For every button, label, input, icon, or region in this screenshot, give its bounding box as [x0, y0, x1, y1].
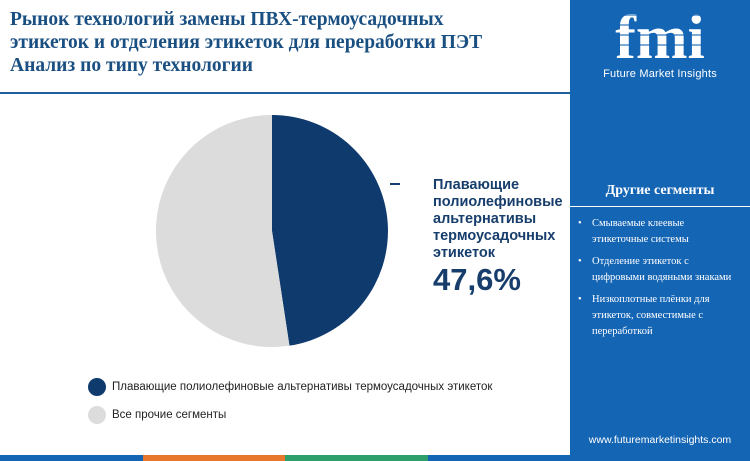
bottom-bar-segment — [142, 455, 285, 461]
callout-label: Плавающие полиолефиновые альтернативы те… — [433, 177, 573, 262]
callout-label-line-2: полиолефиновые — [433, 194, 563, 210]
logo-tagline: Future Market Insights — [603, 68, 717, 80]
sidebar: fmi Future Market Insights Другие сегмен… — [570, 0, 750, 461]
bottom-bar-segment — [0, 455, 143, 461]
sidebar-divider — [570, 206, 750, 207]
callout-label-line-5: этикеток — [433, 245, 495, 261]
page-title: Рынок технологий замены ПВХ-термоусадочн… — [10, 8, 560, 77]
pie-chart — [155, 115, 400, 347]
segment-item: Отделение этикеток с цифровыми водяными … — [578, 254, 743, 286]
legend-label-other: Все прочие сегменты — [112, 409, 227, 421]
pie-slice-other — [155, 115, 290, 347]
callout-value: 47,6% — [433, 262, 521, 297]
fmi-logo: fmi — [600, 4, 720, 72]
segment-item: Смываемые клеевые этикеточные системы — [578, 216, 743, 248]
bottom-bar-segment — [427, 455, 570, 461]
title-line-1: Рынок технологий замены ПВХ-термоусадочн… — [10, 9, 444, 30]
segment-item: Низкоплотные плёнки для этикеток, совмес… — [578, 292, 743, 340]
title-divider — [0, 92, 570, 94]
callout-label-line-4: термоусадочных — [433, 228, 556, 244]
website-link[interactable]: www.futuremarketinsights.com — [588, 434, 732, 446]
legend-label-primary: Плавающие полиолефиновые альтернативы те… — [112, 381, 493, 393]
bottom-color-bar — [0, 455, 570, 461]
callout-label-line-1: Плавающие — [433, 177, 520, 193]
title-line-2: этикеток и отделения этикеток для перера… — [10, 32, 483, 53]
other-segments-list: Смываемые клеевые этикеточные системы От… — [578, 216, 743, 346]
other-segments-heading: Другие сегменты — [605, 183, 715, 198]
title-line-3: Анализ по типу технологии — [10, 55, 253, 76]
main-panel: Рынок технологий замены ПВХ-термоусадочн… — [0, 8, 573, 461]
bottom-bar-segment — [285, 455, 428, 461]
legend-swatch-other — [88, 406, 106, 424]
callout-label-line-3: альтернативы — [433, 211, 537, 227]
legend-swatch-primary — [88, 378, 106, 396]
pie-slice-primary — [272, 115, 388, 346]
